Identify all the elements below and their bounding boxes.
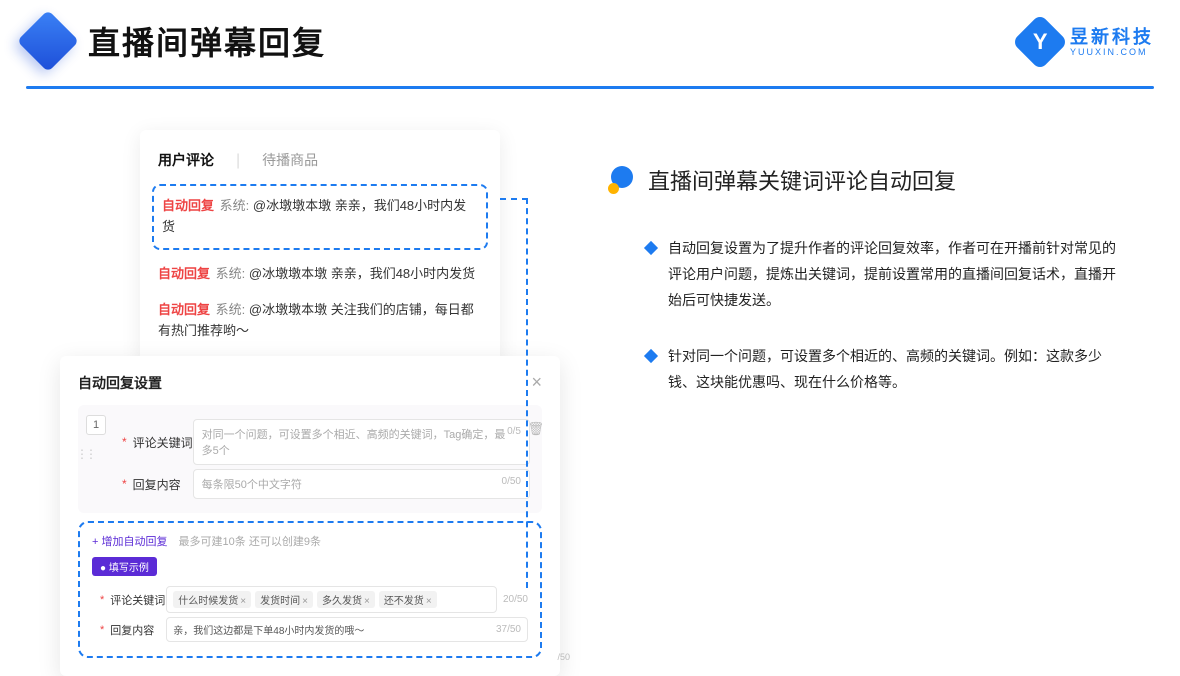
right-column: 直播间弹幕关键词评论自动回复 自动回复设置为了提升作者的评论回复效率，作者可在开… bbox=[608, 164, 1148, 425]
drag-handle-icon[interactable]: ⋮⋮ bbox=[76, 447, 94, 461]
connector-line bbox=[500, 198, 528, 200]
comments-tabs: 用户评论 | 待播商品 bbox=[158, 150, 482, 178]
example-chips[interactable]: 什么时候发货× 发货时间× 多久发货× 还不发货× bbox=[166, 586, 497, 613]
connector-line bbox=[526, 198, 528, 588]
diamond-icon bbox=[644, 349, 658, 363]
content-label: 回复内容 bbox=[133, 476, 193, 493]
header-divider bbox=[26, 86, 1154, 89]
bullet-item: 针对同一个问题，可设置多个相近的、高频的关键词。例如：这款多少钱、这块能优惠吗、… bbox=[646, 344, 1148, 396]
trailing-counter: /50 bbox=[557, 652, 570, 662]
section-title: 直播间弹幕关键词评论自动回复 bbox=[648, 164, 956, 196]
close-icon[interactable]: × bbox=[531, 372, 542, 393]
example-content-counter: 37/50 bbox=[496, 624, 521, 635]
content-counter: 0/50 bbox=[502, 476, 521, 492]
comment-row: 自动回复 系统: @冰墩墩本墩 亲亲，我们48小时内发货 bbox=[152, 184, 488, 250]
comment-row: 自动回复 系统: @冰墩墩本墩 关注我们的店铺，每日都有热门推荐哟～ bbox=[158, 292, 482, 350]
brand-name-cn: 昱新科技 bbox=[1070, 28, 1154, 46]
system-label: 系统: bbox=[216, 266, 246, 281]
chip[interactable]: 什么时候发货× bbox=[173, 591, 251, 608]
example-box: + 增加自动回复 最多可建10条 还可以创建9条 ● 填写示例 * 评论关键词 … bbox=[78, 521, 542, 658]
rule-index: 1 bbox=[86, 415, 106, 435]
add-reply-link[interactable]: + 增加自动回复 bbox=[92, 536, 167, 548]
chip[interactable]: 多久发货× bbox=[317, 591, 375, 608]
comments-card: 用户评论 | 待播商品 自动回复 系统: @冰墩墩本墩 亲亲，我们48小时内发货… bbox=[140, 130, 500, 368]
auto-reply-tag: 自动回复 bbox=[158, 266, 210, 281]
keyword-label: 评论关键词 bbox=[133, 434, 193, 451]
example-content-field: * 回复内容 亲，我们这边都是下单48小时内发货的哦～ 37/50 bbox=[100, 617, 528, 642]
chip[interactable]: 发货时间× bbox=[255, 591, 313, 608]
comment-row: 自动回复 系统: @冰墩墩本墩 亲亲，我们48小时内发货 bbox=[158, 256, 482, 293]
example-keyword-counter: 20/50 bbox=[503, 594, 528, 605]
content-field: * 回复内容 每条限50个中文字符 0/50 bbox=[122, 469, 530, 499]
page-title: 直播间弹幕回复 bbox=[88, 18, 326, 64]
brand-name-en: YUUXIN.COM bbox=[1070, 48, 1154, 57]
chip[interactable]: 还不发货× bbox=[379, 591, 437, 608]
system-label: 系统: bbox=[220, 198, 250, 213]
example-content-input[interactable]: 亲，我们这边都是下单48小时内发货的哦～ 37/50 bbox=[166, 617, 528, 642]
auto-reply-tag: 自动回复 bbox=[158, 302, 210, 317]
bullet-item: 自动回复设置为了提升作者的评论回复效率，作者可在开播前针对常见的评论用户问题，提… bbox=[646, 236, 1148, 314]
keyword-field: * 评论关键词 对同一个问题，可设置多个相近、高频的关键词，Tag确定，最多5个… bbox=[122, 419, 530, 465]
page-header: 直播间弹幕回复 bbox=[26, 18, 1154, 64]
bubble-icon bbox=[608, 166, 636, 194]
comment-body: @冰墩墩本墩 亲亲，我们48小时内发货 bbox=[249, 266, 475, 281]
keyword-counter: 0/5 bbox=[507, 426, 521, 458]
settings-title: 自动回复设置 bbox=[78, 373, 162, 393]
trash-icon[interactable]: 🗑 bbox=[527, 421, 544, 437]
diamond-icon bbox=[644, 241, 658, 255]
content-input[interactable]: 每条限50个中文字符 0/50 bbox=[193, 469, 530, 499]
tab-pending-goods[interactable]: 待播商品 bbox=[262, 150, 318, 170]
brand-block: Y 昱新科技 YUUXIN.COM bbox=[1020, 22, 1154, 62]
example-keyword-field: * 评论关键词 什么时候发货× 发货时间× 多久发货× 还不发货× 20/50 bbox=[100, 586, 528, 613]
add-reply-hint: 最多可建10条 还可以创建9条 bbox=[179, 536, 321, 548]
bullet-list: 自动回复设置为了提升作者的评论回复效率，作者可在开播前针对常见的评论用户问题，提… bbox=[608, 236, 1148, 395]
rule-row: ⋮⋮ 1 🗑 * 评论关键词 对同一个问题，可设置多个相近、高频的关键词，Tag… bbox=[78, 405, 542, 513]
system-label: 系统: bbox=[216, 302, 246, 317]
auto-reply-tag: 自动回复 bbox=[162, 198, 214, 213]
keyword-input[interactable]: 对同一个问题，可设置多个相近、高频的关键词，Tag确定，最多5个 0/5 bbox=[193, 419, 530, 465]
tab-user-comments[interactable]: 用户评论 bbox=[158, 150, 214, 170]
left-column: 用户评论 | 待播商品 自动回复 系统: @冰墩墩本墩 亲亲，我们48小时内发货… bbox=[60, 130, 570, 640]
settings-card: 自动回复设置 × ⋮⋮ 1 🗑 * 评论关键词 对同一个问题，可设置多个相近、高… bbox=[60, 356, 560, 676]
section-header: 直播间弹幕关键词评论自动回复 bbox=[608, 164, 1148, 196]
cube-icon bbox=[17, 10, 79, 72]
comment-list: 自动回复 系统: @冰墩墩本墩 亲亲，我们48小时内发货 自动回复 系统: @冰… bbox=[158, 184, 482, 350]
tab-separator: | bbox=[236, 152, 240, 170]
brand-logo-icon: Y bbox=[1012, 14, 1069, 71]
example-badge: ● 填写示例 bbox=[92, 557, 157, 576]
